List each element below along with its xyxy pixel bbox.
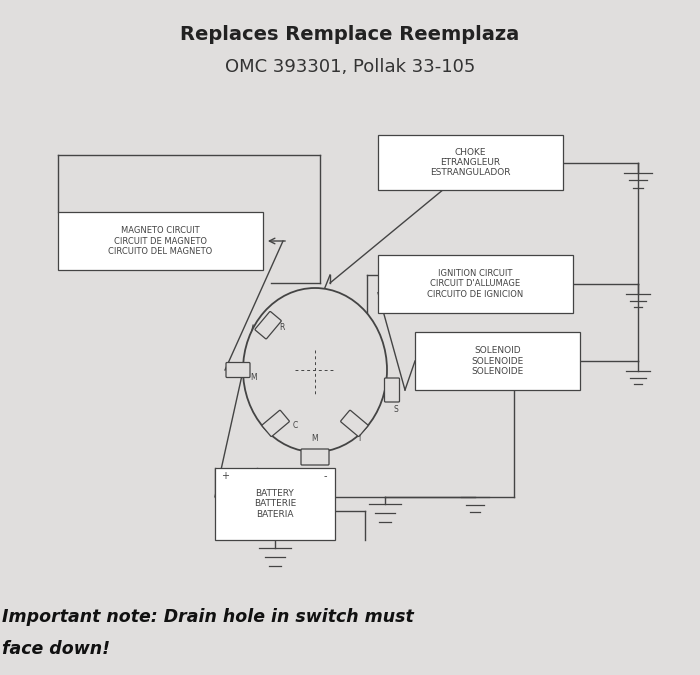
FancyBboxPatch shape [255,312,281,339]
Ellipse shape [243,288,387,452]
Bar [58,212,263,270]
Text: I: I [358,435,361,443]
Text: MAGNETO CIRCUIT
CIRCUIT DE MAGNETO
CIRCUITO DEL MAGNETO: MAGNETO CIRCUIT CIRCUIT DE MAGNETO CIRCU… [108,226,213,256]
Bar [378,255,573,313]
Text: R: R [279,323,285,332]
FancyBboxPatch shape [301,449,329,465]
Text: face down!: face down! [2,640,110,658]
FancyBboxPatch shape [341,410,368,437]
Text: S: S [393,405,398,414]
Bar [415,332,580,390]
Text: Important note: Drain hole in switch must: Important note: Drain hole in switch mus… [2,608,414,626]
Text: IGNITION CIRCUIT
CIRCUIT D'ALLUMAGE
CIRCUITO DE IGNICION: IGNITION CIRCUIT CIRCUIT D'ALLUMAGE CIRC… [428,269,524,299]
FancyBboxPatch shape [384,378,400,402]
Text: M: M [251,373,258,382]
Text: BATTERY
BATTERIE
BATERIA: BATTERY BATTERIE BATERIA [254,489,296,519]
Text: OMC 393301, Pollak 33-105: OMC 393301, Pollak 33-105 [225,58,475,76]
Text: Replaces Remplace Reemplaza: Replaces Remplace Reemplaza [181,25,519,44]
Text: CHOKE
ETRANGLEUR
ESTRANGULADOR: CHOKE ETRANGLEUR ESTRANGULADOR [430,148,511,178]
Text: M: M [312,434,318,443]
Text: +: + [221,471,229,481]
Text: C: C [293,421,298,431]
FancyBboxPatch shape [262,410,289,437]
Text: SOLENOID
SOLENOIDE
SOLENOIDE: SOLENOID SOLENOIDE SOLENOIDE [471,346,524,376]
FancyBboxPatch shape [226,362,250,377]
Bar [378,135,563,190]
Text: -: - [323,471,327,481]
Bar [215,468,335,540]
